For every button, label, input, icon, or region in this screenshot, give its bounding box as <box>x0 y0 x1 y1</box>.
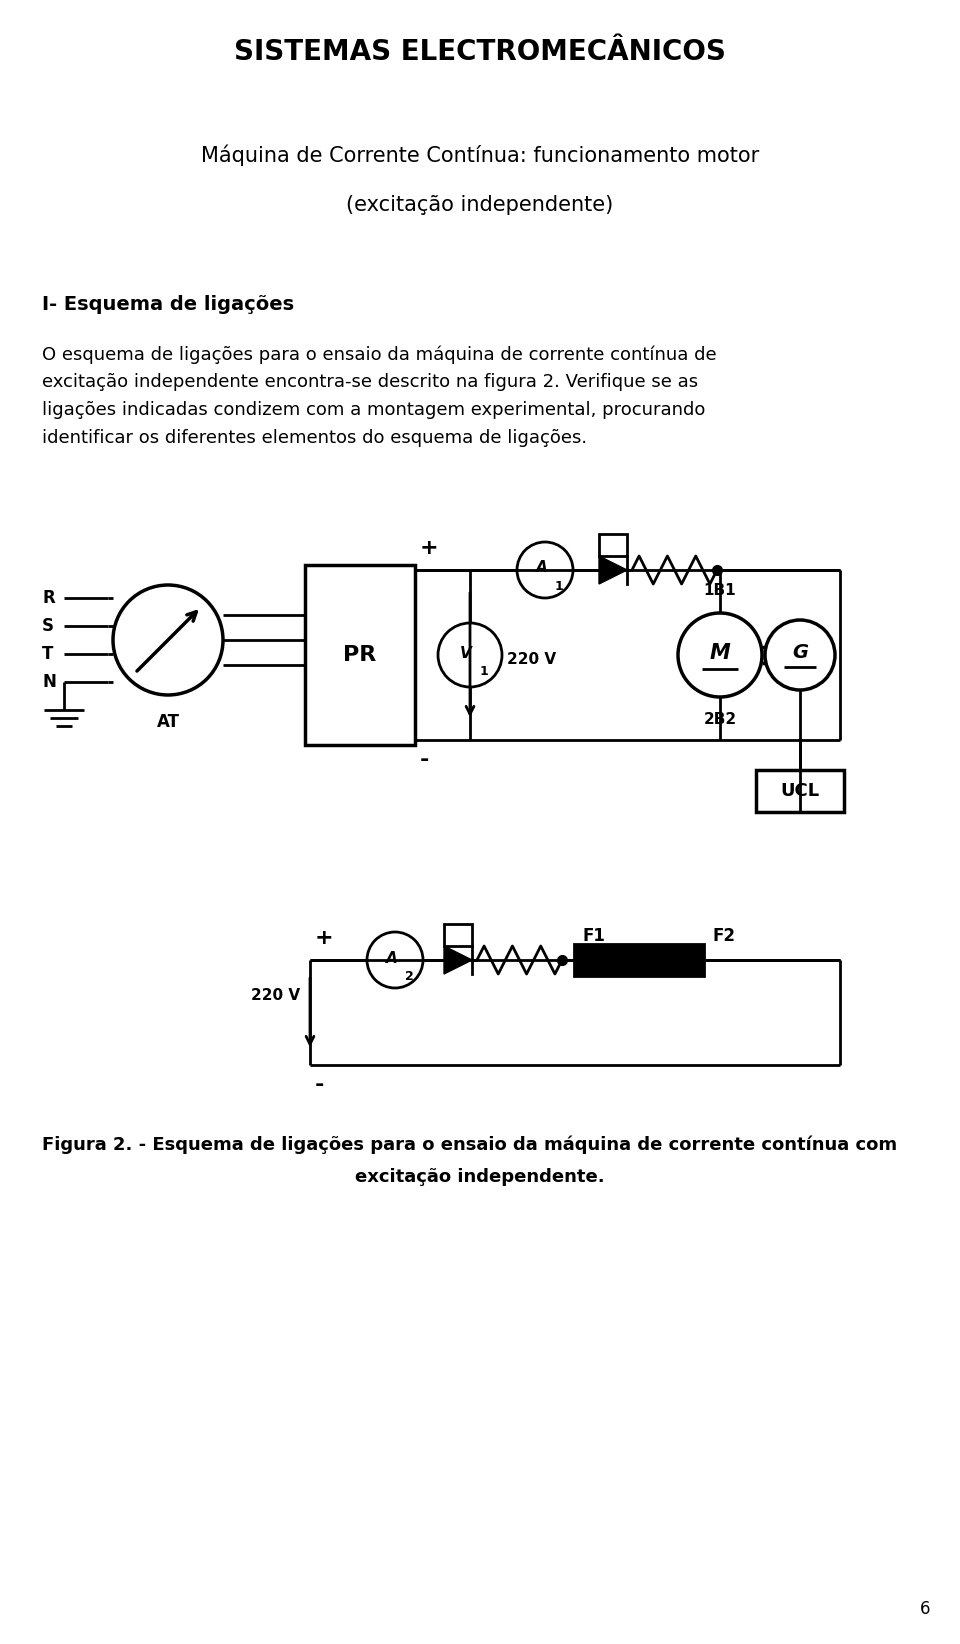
Text: A: A <box>536 561 548 575</box>
Circle shape <box>765 620 835 690</box>
Text: PR: PR <box>344 644 376 666</box>
Text: ligações indicadas condizem com a montagem experimental, procurando: ligações indicadas condizem com a montag… <box>42 401 706 419</box>
Bar <box>305 566 415 745</box>
Text: S: S <box>42 616 54 635</box>
Text: 1: 1 <box>555 580 564 593</box>
Polygon shape <box>444 945 472 973</box>
Circle shape <box>438 623 502 687</box>
Circle shape <box>113 585 223 695</box>
Text: (excitação independente): (excitação independente) <box>347 196 613 215</box>
Text: Máquina de Corrente Contínua: funcionamento motor: Máquina de Corrente Contínua: funcioname… <box>201 145 759 166</box>
Text: 220 V: 220 V <box>251 988 300 1003</box>
Text: AT: AT <box>156 713 180 732</box>
Text: T: T <box>42 644 54 663</box>
Text: 2B2: 2B2 <box>704 712 736 727</box>
Text: -: - <box>315 1075 324 1095</box>
Text: +: + <box>420 538 439 557</box>
Text: Figura 2. - Esquema de ligações para o ensaio da máquina de corrente contínua co: Figura 2. - Esquema de ligações para o e… <box>42 1134 898 1154</box>
Bar <box>599 534 627 556</box>
Text: -: - <box>420 750 429 769</box>
Text: SISTEMAS ELECTROMECÂNICOS: SISTEMAS ELECTROMECÂNICOS <box>234 38 726 66</box>
Text: I- Esquema de ligações: I- Esquema de ligações <box>42 294 294 314</box>
Text: N: N <box>42 672 56 690</box>
Text: identificar os diferentes elementos do esquema de ligações.: identificar os diferentes elementos do e… <box>42 429 588 447</box>
Text: F1: F1 <box>582 927 605 945</box>
Circle shape <box>367 932 423 988</box>
Text: 2: 2 <box>405 970 414 983</box>
Text: R: R <box>42 589 55 607</box>
Text: G: G <box>792 643 808 663</box>
Text: 220 V: 220 V <box>507 653 556 667</box>
Text: 1B1: 1B1 <box>704 584 736 598</box>
Bar <box>756 769 844 812</box>
Text: 1: 1 <box>480 666 489 677</box>
Text: excitação independente.: excitação independente. <box>355 1167 605 1185</box>
Text: O esquema de ligações para o ensaio da máquina de corrente contínua de: O esquema de ligações para o ensaio da m… <box>42 345 716 363</box>
Text: UCL: UCL <box>780 783 820 801</box>
Text: V: V <box>460 646 472 661</box>
Text: M: M <box>709 643 731 663</box>
Bar <box>574 944 704 977</box>
Circle shape <box>517 543 573 598</box>
Polygon shape <box>599 556 627 584</box>
Text: A: A <box>386 950 397 965</box>
Text: +: + <box>315 927 334 949</box>
Text: excitação independente encontra-se descrito na figura 2. Verifique se as: excitação independente encontra-se descr… <box>42 373 698 391</box>
Bar <box>444 924 472 945</box>
Text: F2: F2 <box>712 927 735 945</box>
Text: 6: 6 <box>920 1600 930 1618</box>
Circle shape <box>678 613 762 697</box>
